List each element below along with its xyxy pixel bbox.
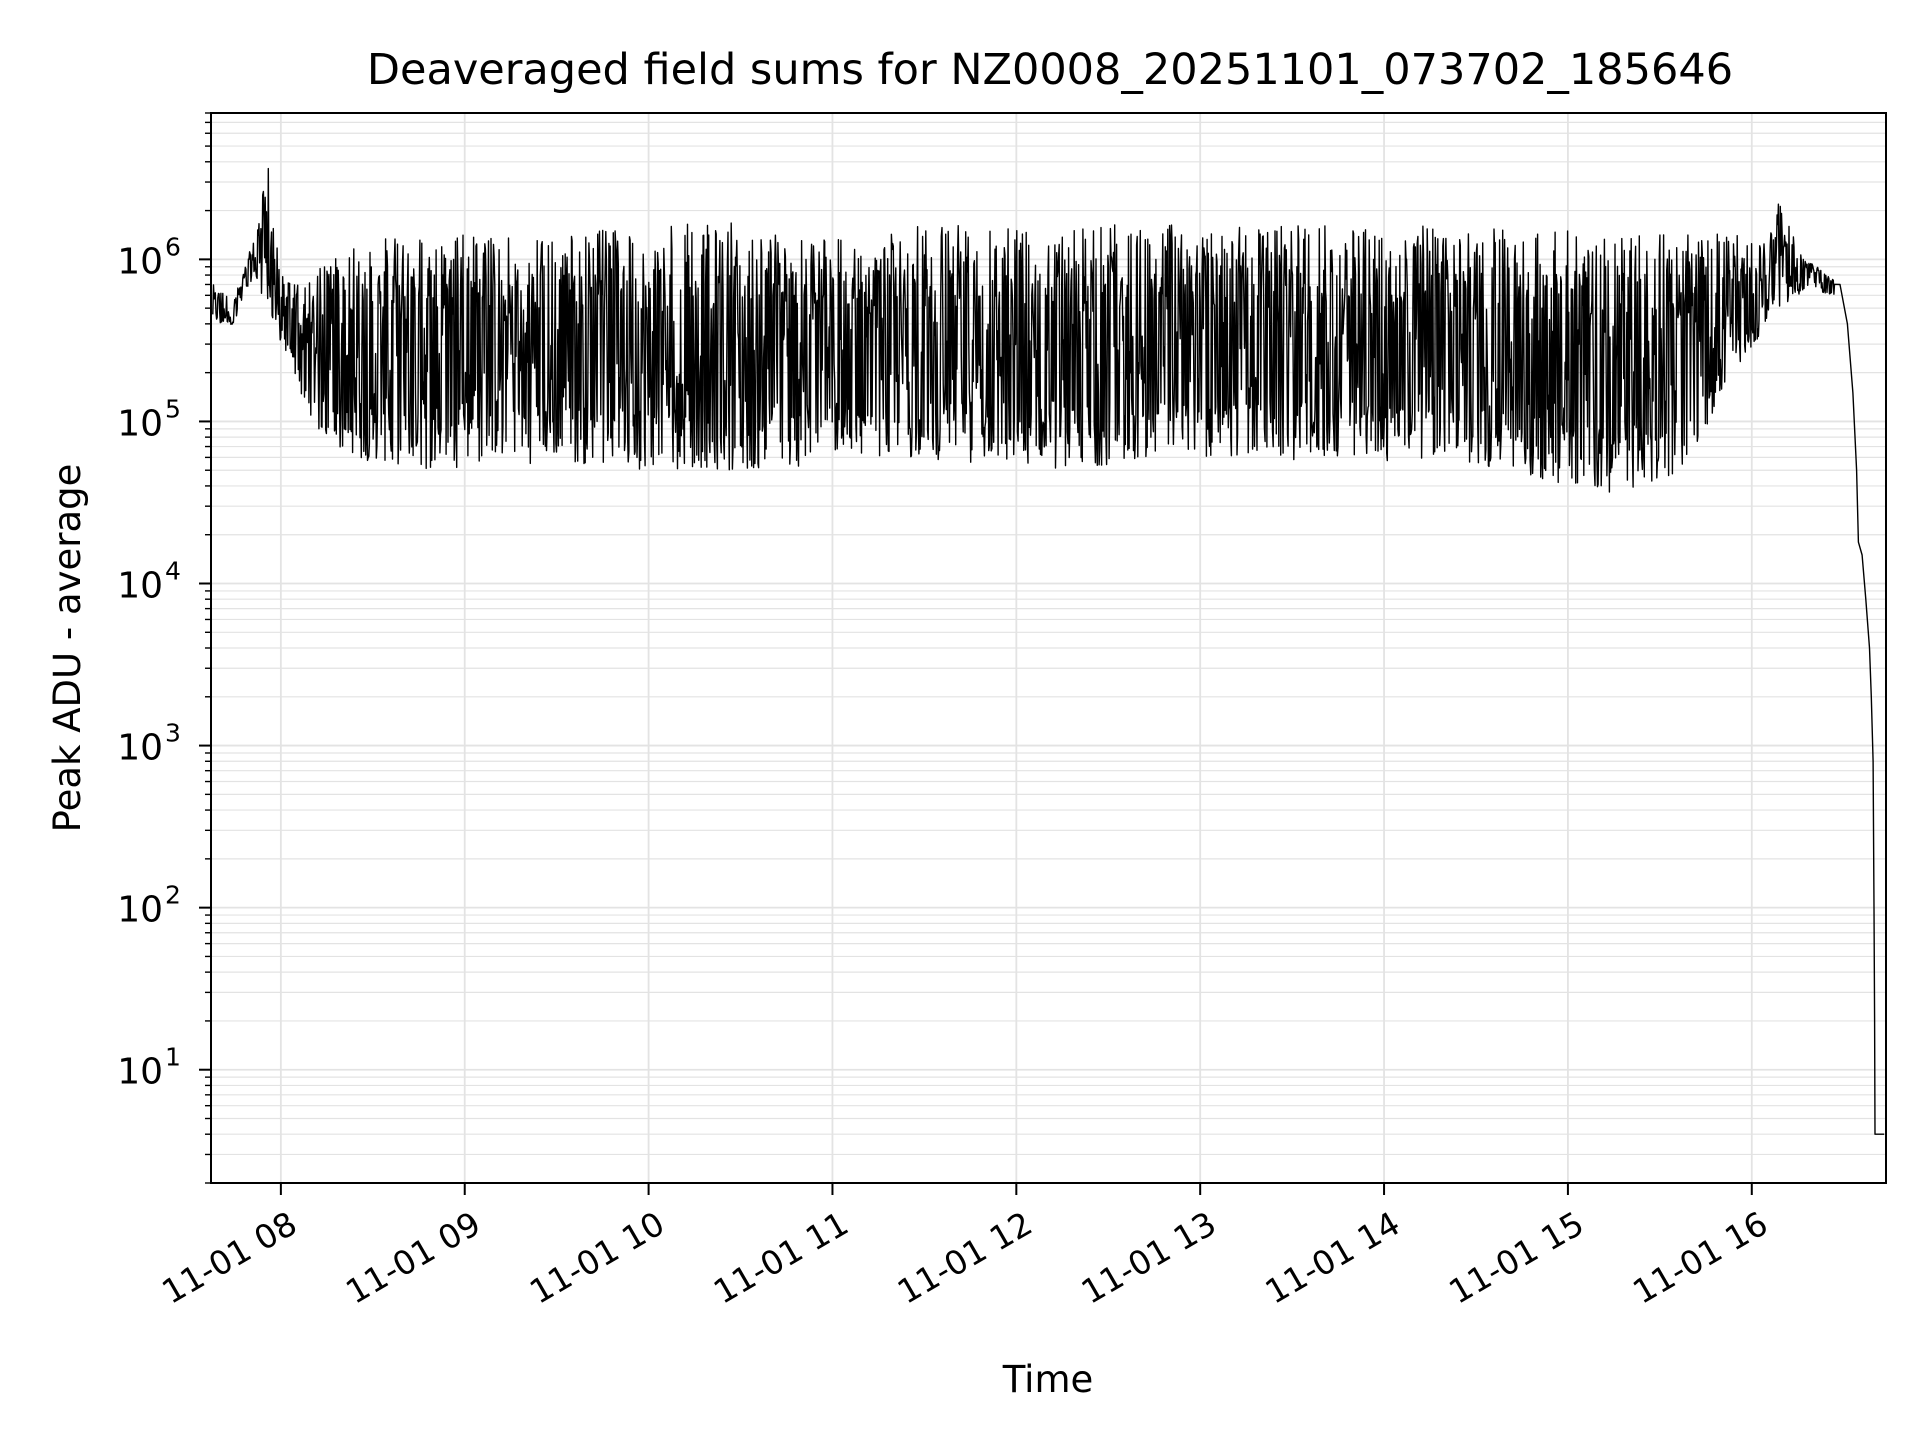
y-tick-label: 10 6 [117,232,181,282]
y-tick-exponent: 6 [165,232,181,261]
y-tick-exponent: 3 [165,719,181,748]
y-axis-label: Peak ADU - average [46,464,89,833]
y-tick-base: 10 [117,566,163,607]
y-tick-base: 10 [117,728,163,769]
y-tick-exponent: 5 [165,394,181,423]
y-tick-exponent: 4 [165,557,181,586]
y-tick-exponent: 2 [165,881,181,910]
y-tick-base: 10 [117,1052,163,1093]
chart-title: Deaveraged field sums for NZ0008_2025110… [367,45,1733,95]
y-tick-exponent: 1 [165,1043,181,1072]
y-tick-base: 10 [117,403,163,444]
y-tick-label: 10 1 [117,1043,181,1093]
y-tick-label: 10 3 [117,719,181,769]
y-tick-label: 10 2 [117,881,181,931]
y-tick-base: 10 [117,241,163,282]
series-line [212,167,1885,1135]
y-tick-label: 10 4 [117,557,181,607]
y-tick-base: 10 [117,890,163,931]
x-axis-label: Time [1002,1358,1094,1401]
y-tick-label: 10 5 [117,394,181,444]
